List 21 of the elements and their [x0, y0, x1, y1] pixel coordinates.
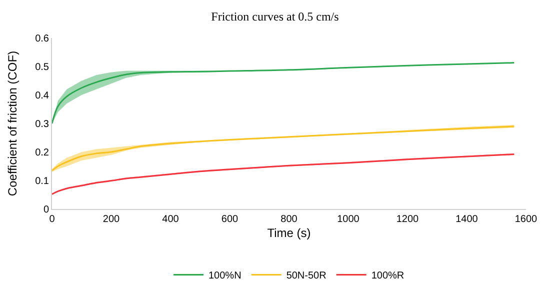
x-axis-title: Time (s)	[267, 226, 311, 240]
y-tick-label: 0.2	[35, 148, 50, 158]
x-tick-label: 1200	[396, 214, 420, 225]
y-tick-label: 0.4	[35, 90, 50, 102]
x-tick-label: 1000	[337, 214, 360, 225]
y-tick-label: 0.5	[35, 62, 50, 73]
x-tick-label: 1600	[514, 214, 538, 225]
legend-label: 50N-50R	[286, 270, 326, 282]
legend-label: 100%N	[208, 270, 242, 282]
y-tick-label: 0.1	[35, 176, 50, 187]
x-tick-label: 200	[102, 214, 120, 225]
legend-label: 100%R	[371, 270, 404, 282]
y-axis-title: Coefficient of friction (COF)	[5, 50, 20, 196]
y-tick-label: 0	[43, 204, 50, 216]
x-tick-label: 400	[162, 214, 180, 225]
x-tick-label: 600	[221, 214, 239, 225]
chart-title: Friction curves at 0.5 cm/s	[211, 9, 340, 24]
x-tick-label: 1400	[456, 214, 478, 225]
y-tick-label: 0.3	[35, 119, 50, 130]
x-tick-label: 800	[280, 214, 298, 225]
y-tick-label: 0.6	[35, 34, 50, 44]
